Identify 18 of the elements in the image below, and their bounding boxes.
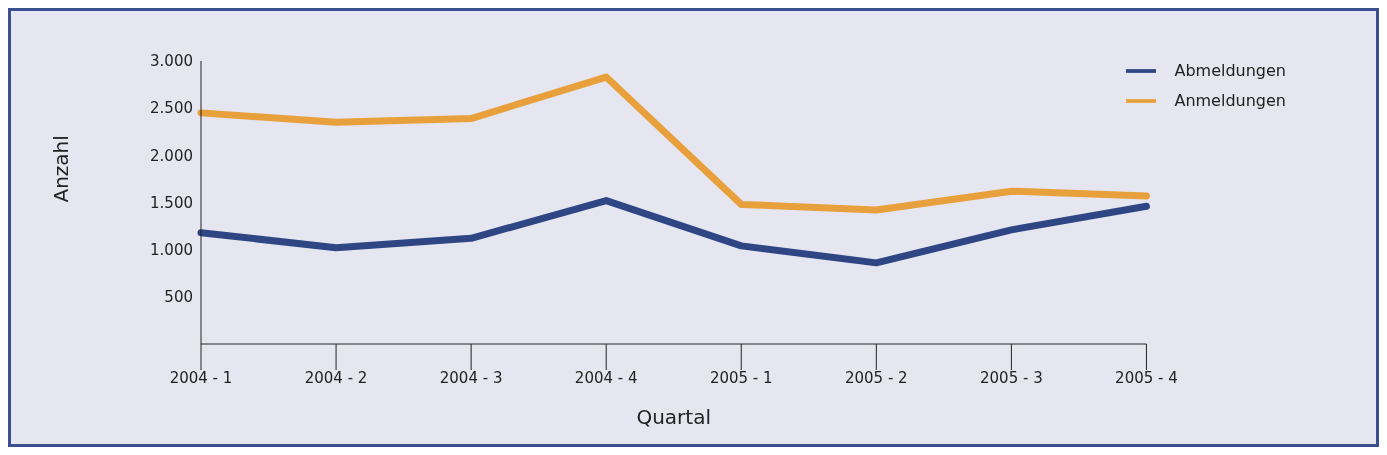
y-tick-label: 2.500: [150, 99, 193, 118]
x-tick-label: 2004 - 4: [574, 368, 638, 387]
y-tick-label: 1.500: [150, 193, 193, 212]
y-axis-title: Anzahl: [49, 135, 74, 203]
y-tick-label: 500: [164, 288, 193, 307]
x-tick-label: 2004 - 2: [304, 368, 368, 387]
legend-label: Abmeldungen: [1174, 60, 1286, 80]
legend-label: Anmeldungen: [1174, 90, 1286, 110]
x-tick-label: 2005 - 1: [709, 368, 773, 387]
y-tick-label: 3.000: [150, 52, 193, 71]
x-tick-label: 2005 - 3: [980, 368, 1043, 387]
y-tick-label: 1.000: [150, 240, 193, 259]
y-tick-label: 2.000: [150, 146, 193, 165]
x-tick-label: 2004 - 3: [439, 368, 503, 387]
x-tick-label: 2004 - 1: [169, 368, 233, 387]
x-axis-title: Quartal: [636, 405, 711, 429]
x-tick-label: 2005 - 2: [844, 368, 908, 387]
x-tick-label: 2005 - 4: [1115, 368, 1178, 387]
